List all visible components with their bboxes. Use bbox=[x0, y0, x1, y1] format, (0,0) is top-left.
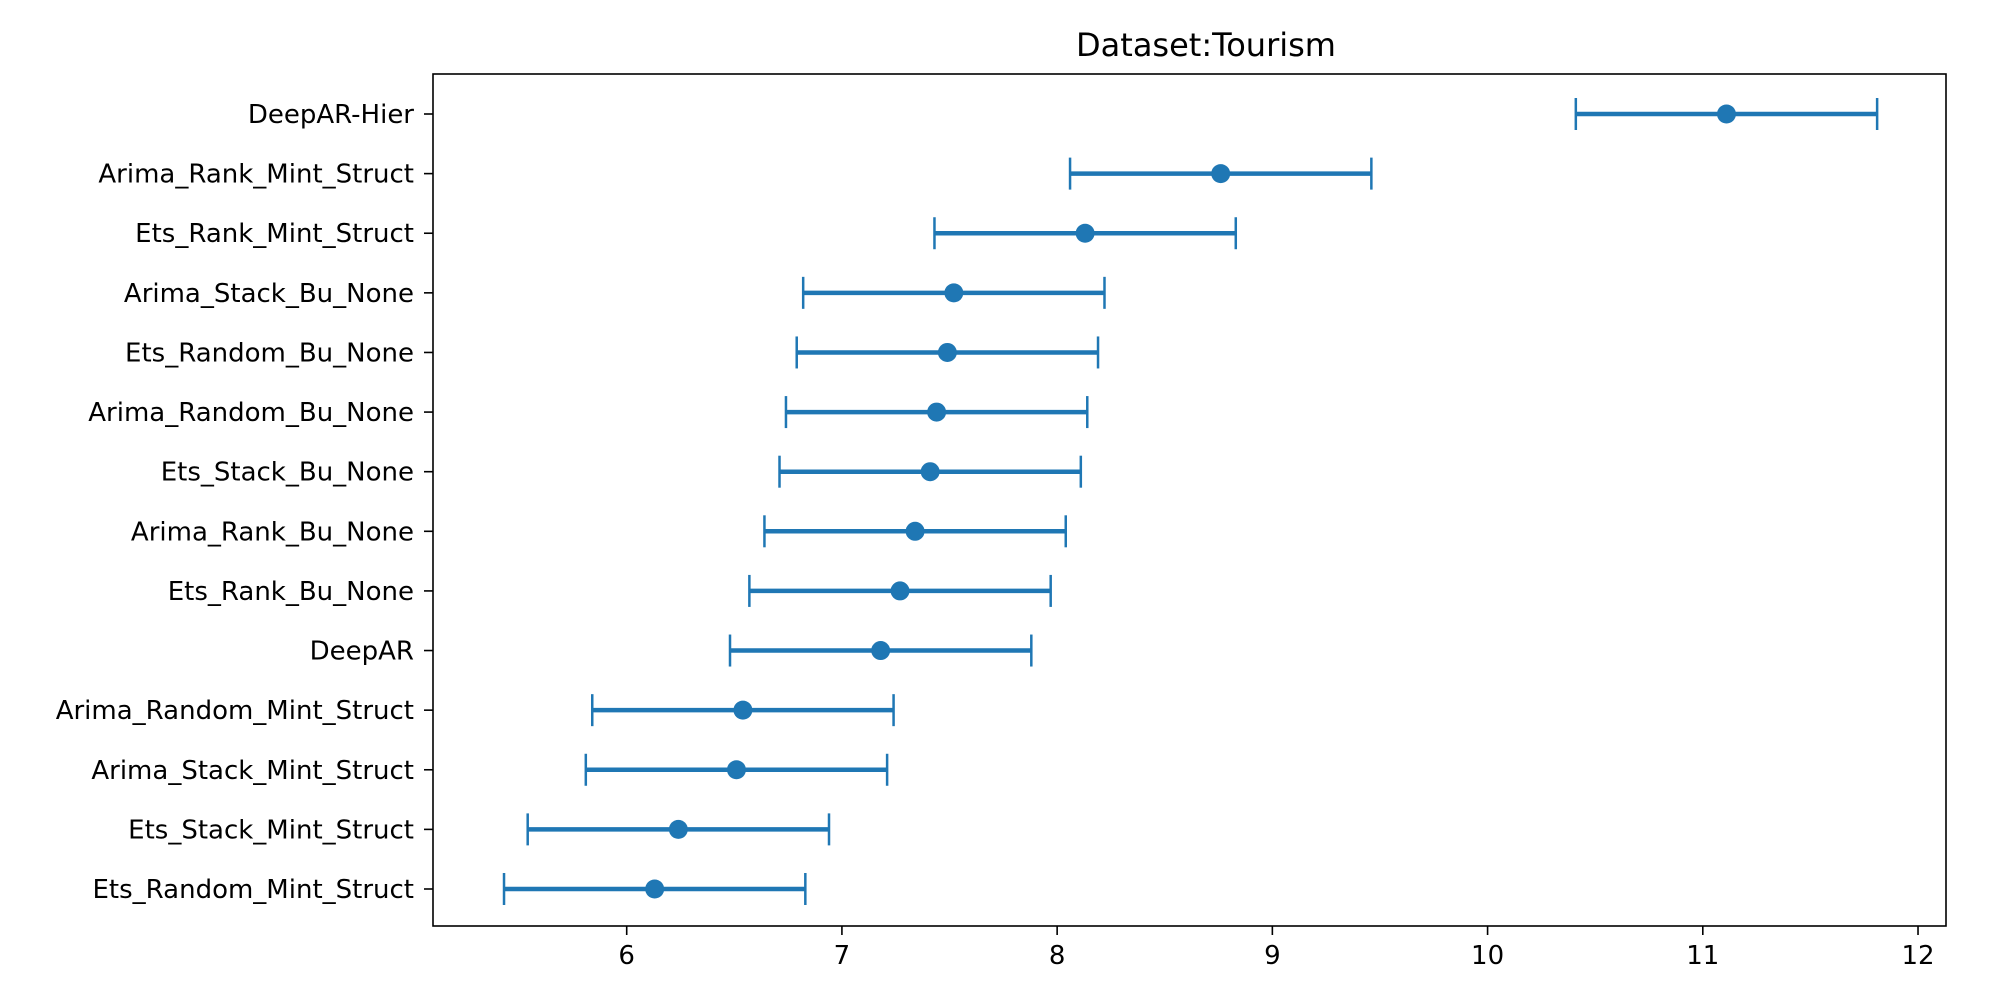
data-point bbox=[944, 283, 964, 303]
y-tick-label: Ets_Stack_Mint_Struct bbox=[128, 815, 414, 845]
x-tick-label: 11 bbox=[1686, 941, 1719, 971]
data-point bbox=[1075, 223, 1095, 243]
data-point bbox=[733, 700, 753, 720]
data-point bbox=[1211, 164, 1231, 184]
plot-frame bbox=[432, 73, 1947, 927]
chart-title: Dataset:Tourism bbox=[1076, 26, 1336, 64]
y-tick-label: DeepAR bbox=[310, 637, 414, 667]
data-point bbox=[937, 342, 957, 362]
y-tick-label: Ets_Random_Mint_Struct bbox=[93, 875, 415, 905]
y-tick-label: Arima_Stack_Bu_None bbox=[124, 279, 414, 309]
y-tick-label: Ets_Stack_Bu_None bbox=[161, 458, 414, 488]
data-point bbox=[645, 879, 665, 899]
x-tick-label: 8 bbox=[1049, 941, 1066, 971]
data-point bbox=[927, 402, 947, 422]
data-point bbox=[905, 521, 925, 541]
chart-marks: 6 7 8 9 10 11 12 DeepAR-Hier Arima_Rank_Mint_Str… bbox=[56, 98, 1935, 971]
data-point bbox=[668, 819, 688, 839]
x-tick-label: 9 bbox=[1264, 941, 1281, 971]
y-tick-label: Arima_Stack_Mint_Struct bbox=[91, 756, 414, 786]
data-point bbox=[1716, 104, 1736, 124]
data-point bbox=[871, 641, 891, 661]
y-tick-label: Ets_Random_Bu_None bbox=[125, 338, 414, 368]
x-tick-label: 10 bbox=[1471, 941, 1504, 971]
y-tick-label: Arima_Rank_Mint_Struct bbox=[98, 160, 414, 190]
data-point bbox=[920, 462, 940, 482]
y-tick-label: Ets_Rank_Mint_Struct bbox=[135, 219, 414, 249]
y-tick-label: Arima_Rank_Bu_None bbox=[131, 517, 414, 547]
y-tick-label: Ets_Rank_Bu_None bbox=[168, 577, 414, 607]
x-tick-label: 6 bbox=[618, 941, 635, 971]
x-tick-label: 7 bbox=[834, 941, 851, 971]
y-tick-label: Arima_Random_Mint_Struct bbox=[56, 696, 414, 726]
x-tick-label: 12 bbox=[1901, 941, 1934, 971]
y-tick-label: DeepAR-Hier bbox=[248, 100, 414, 130]
data-point bbox=[726, 760, 746, 780]
data-point bbox=[890, 581, 910, 601]
y-tick-label: Arima_Random_Bu_None bbox=[88, 398, 414, 428]
